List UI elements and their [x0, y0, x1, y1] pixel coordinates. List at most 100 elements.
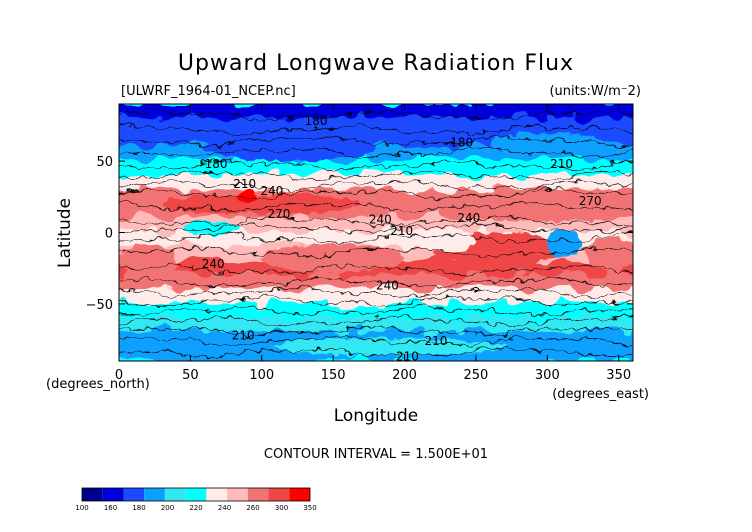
y-tick-label: 0 — [105, 227, 113, 242]
y-tick-label: 50 — [96, 155, 113, 170]
contour-label: 270 — [267, 207, 290, 221]
zonal-band — [119, 174, 633, 191]
field-patch — [183, 221, 241, 236]
contour-label: 210 — [550, 157, 573, 171]
zonal-band — [119, 117, 633, 134]
colorbar-swatch — [144, 488, 165, 501]
contour-label: 240 — [457, 211, 480, 225]
colorbar-tick-label: 260 — [246, 504, 259, 512]
colorbar-swatch — [268, 488, 290, 501]
x-units-label: (degrees_east) — [552, 387, 649, 402]
dataset-label: [ULWRF_1964-01_NCEP.nc] — [121, 84, 296, 99]
colorbar-swatch — [102, 488, 124, 501]
y-units-label: (degrees_north) — [46, 377, 150, 392]
x-axis-label: Longitude — [334, 406, 419, 426]
contour-line — [119, 180, 633, 191]
contour-label: 240 — [369, 213, 392, 227]
contour-line — [119, 188, 633, 199]
field-patch — [119, 243, 177, 279]
colorbar-swatch — [227, 488, 248, 501]
contour-line — [119, 295, 633, 307]
field-patch — [204, 132, 376, 162]
contour-interval-text: CONTOUR INTERVAL = 1.500E+01 — [264, 447, 488, 462]
contour-label: 180 — [450, 136, 473, 150]
y-axis-ticks: −50 0 50 — [86, 155, 633, 313]
x-axis-ticks: 0 50 100 150 200 250 300 350 — [115, 104, 631, 383]
contour-line — [119, 232, 633, 243]
x-tick-label: 50 — [182, 368, 199, 383]
zonal-band — [119, 104, 633, 120]
contour-line — [119, 306, 633, 317]
field-patch — [261, 243, 405, 273]
contour-line — [119, 264, 633, 275]
colorbar-swatch — [123, 488, 145, 501]
contour-line — [119, 136, 633, 147]
colorbar-swatch — [82, 488, 103, 501]
x-tick-label: 300 — [535, 368, 560, 383]
colorbar: 100 160 180 200 220 240 260 300 350 — [75, 487, 317, 512]
contour-label: 180 — [205, 157, 228, 171]
zonal-band — [119, 302, 633, 320]
colorbar-tick-label: 350 — [303, 504, 316, 512]
contour-label: 210 — [425, 334, 448, 348]
contour-label: 270 — [579, 194, 602, 208]
y-tick-label: −50 — [86, 298, 113, 313]
contour-line — [119, 247, 633, 258]
contour-label: 210 — [232, 328, 255, 342]
contour-label: 180 — [305, 114, 328, 128]
contour-line — [119, 110, 633, 121]
colorbar-tick-label: 160 — [104, 504, 117, 512]
contour-line — [119, 160, 633, 171]
field-patch — [276, 338, 505, 356]
contour-line — [119, 124, 633, 135]
colorbar-swatch — [164, 488, 186, 501]
colorbar-swatch — [206, 488, 228, 501]
colorbar-tick-label: 240 — [218, 504, 231, 512]
colorbar-tick-label: 100 — [75, 504, 88, 512]
contour-line — [119, 223, 633, 234]
contour-line — [119, 325, 633, 337]
colorbar-tick-label: 200 — [161, 504, 174, 512]
field-patch — [547, 229, 582, 259]
colorbar-tick-label: 300 — [275, 504, 288, 512]
x-tick-label: 150 — [321, 368, 346, 383]
contour-line — [119, 315, 633, 327]
y-axis-label: Latitude — [55, 198, 75, 268]
x-tick-label: 200 — [392, 368, 417, 383]
contour-line — [119, 277, 633, 288]
colorbar-swatch — [247, 488, 269, 501]
field-patch — [490, 132, 605, 156]
zonal-band — [119, 288, 633, 305]
x-tick-label: 100 — [249, 368, 274, 383]
x-tick-label: 0 — [115, 368, 123, 383]
field-patch — [585, 236, 633, 272]
zonal-band — [119, 317, 633, 334]
contour-line — [119, 170, 633, 181]
field-patches — [119, 132, 633, 356]
contour-line — [119, 215, 633, 227]
chart-title: Upward Longwave Radiation Flux — [178, 51, 574, 76]
contour-label: 210 — [233, 177, 256, 191]
contour-line — [119, 347, 633, 358]
colorbar-swatch — [289, 488, 310, 501]
contour-label: 240 — [376, 278, 399, 292]
colorbar-tick-label: 220 — [189, 504, 202, 512]
contour-line — [119, 147, 633, 158]
contour-line — [119, 201, 633, 212]
contour-label: 210 — [396, 350, 419, 364]
contour-lines — [119, 110, 633, 358]
x-tick-label: 250 — [464, 368, 489, 383]
contour-label: 240 — [260, 184, 283, 198]
contour-label: 210 — [390, 224, 413, 238]
field-patch — [161, 193, 362, 214]
units-label: (units:W/m⁻2) — [549, 84, 641, 99]
contour-line — [119, 335, 633, 347]
colorbar-swatch — [185, 488, 207, 501]
contour-label: 240 — [202, 257, 225, 271]
colorbar-tick-label: 180 — [132, 504, 145, 512]
contour-line — [119, 287, 633, 298]
field-patch — [404, 228, 476, 252]
